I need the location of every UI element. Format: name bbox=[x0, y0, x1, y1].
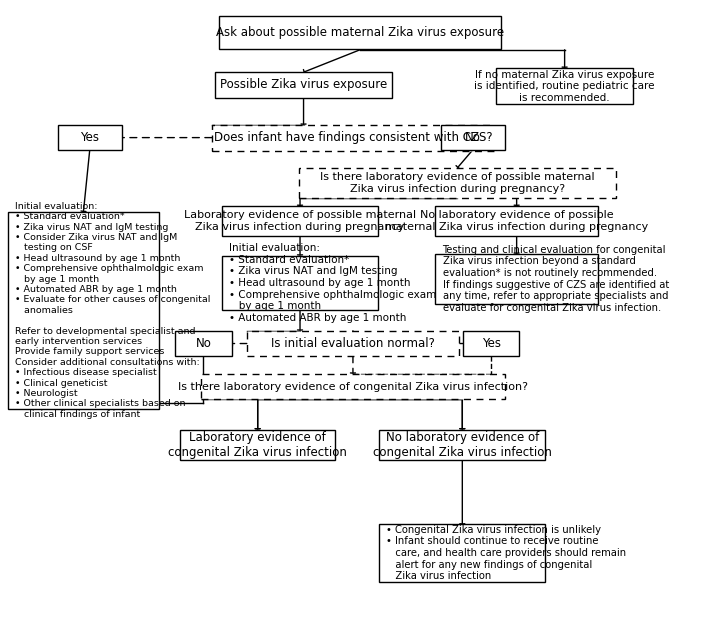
Text: Possible Zika virus exposure: Possible Zika virus exposure bbox=[220, 78, 387, 91]
Bar bbox=[436, 253, 598, 304]
Bar bbox=[7, 212, 159, 408]
Text: Does infant have findings consistent with CZS?: Does infant have findings consistent wit… bbox=[214, 131, 492, 144]
Text: No laboratory evidence of
congenital Zika virus infection: No laboratory evidence of congenital Zik… bbox=[373, 431, 552, 459]
Text: Is initial evaluation normal?: Is initial evaluation normal? bbox=[271, 337, 435, 350]
Bar bbox=[180, 430, 336, 460]
Text: Initial evaluation:
• Standard evaluation*
• Zika virus NAT and IgM testing
• Co: Initial evaluation: • Standard evaluatio… bbox=[14, 201, 210, 419]
Bar bbox=[219, 16, 501, 49]
Text: Initial evaluation:
• Standard evaluation*
• Zika virus NAT and IgM testing
• He: Initial evaluation: • Standard evaluatio… bbox=[230, 243, 437, 323]
Text: If no maternal Zika virus exposure
is identified, routine pediatric care
is reco: If no maternal Zika virus exposure is id… bbox=[474, 69, 655, 103]
Text: No: No bbox=[465, 131, 481, 144]
Bar bbox=[212, 125, 494, 151]
Bar bbox=[175, 331, 232, 355]
Text: No laboratory evidence of possible
maternal Zika virus infection during pregnanc: No laboratory evidence of possible mater… bbox=[385, 210, 648, 232]
Bar bbox=[379, 430, 545, 460]
Text: Laboratory evidence of
congenital Zika virus infection: Laboratory evidence of congenital Zika v… bbox=[168, 431, 347, 459]
Text: Yes: Yes bbox=[80, 131, 99, 144]
Bar bbox=[222, 256, 377, 310]
Bar bbox=[58, 125, 122, 150]
Text: • Congenital Zika virus infection is unlikely
• Infant should continue to receiv: • Congenital Zika virus infection is unl… bbox=[387, 525, 626, 582]
Bar bbox=[436, 206, 598, 236]
Bar bbox=[441, 125, 505, 150]
Bar bbox=[247, 331, 459, 356]
Text: Yes: Yes bbox=[482, 337, 500, 350]
Text: Testing and clinical evaluation for congenital
Zika virus infection beyond a sta: Testing and clinical evaluation for cong… bbox=[443, 245, 669, 313]
Text: Laboratory evidence of possible maternal
Zika virus infection during pregnancy: Laboratory evidence of possible maternal… bbox=[184, 210, 416, 232]
Text: Is there laboratory evidence of possible maternal
Zika virus infection during pr: Is there laboratory evidence of possible… bbox=[320, 172, 595, 194]
Bar bbox=[496, 68, 634, 104]
Text: Ask about possible maternal Zika virus exposure: Ask about possible maternal Zika virus e… bbox=[216, 27, 504, 40]
Bar bbox=[299, 168, 616, 198]
Bar bbox=[201, 374, 505, 399]
Bar bbox=[222, 206, 377, 236]
Text: No: No bbox=[195, 337, 211, 350]
Bar bbox=[215, 72, 392, 98]
Text: Is there laboratory evidence of congenital Zika virus infection?: Is there laboratory evidence of congenit… bbox=[178, 381, 528, 392]
Bar bbox=[379, 524, 545, 582]
Bar bbox=[463, 331, 519, 355]
